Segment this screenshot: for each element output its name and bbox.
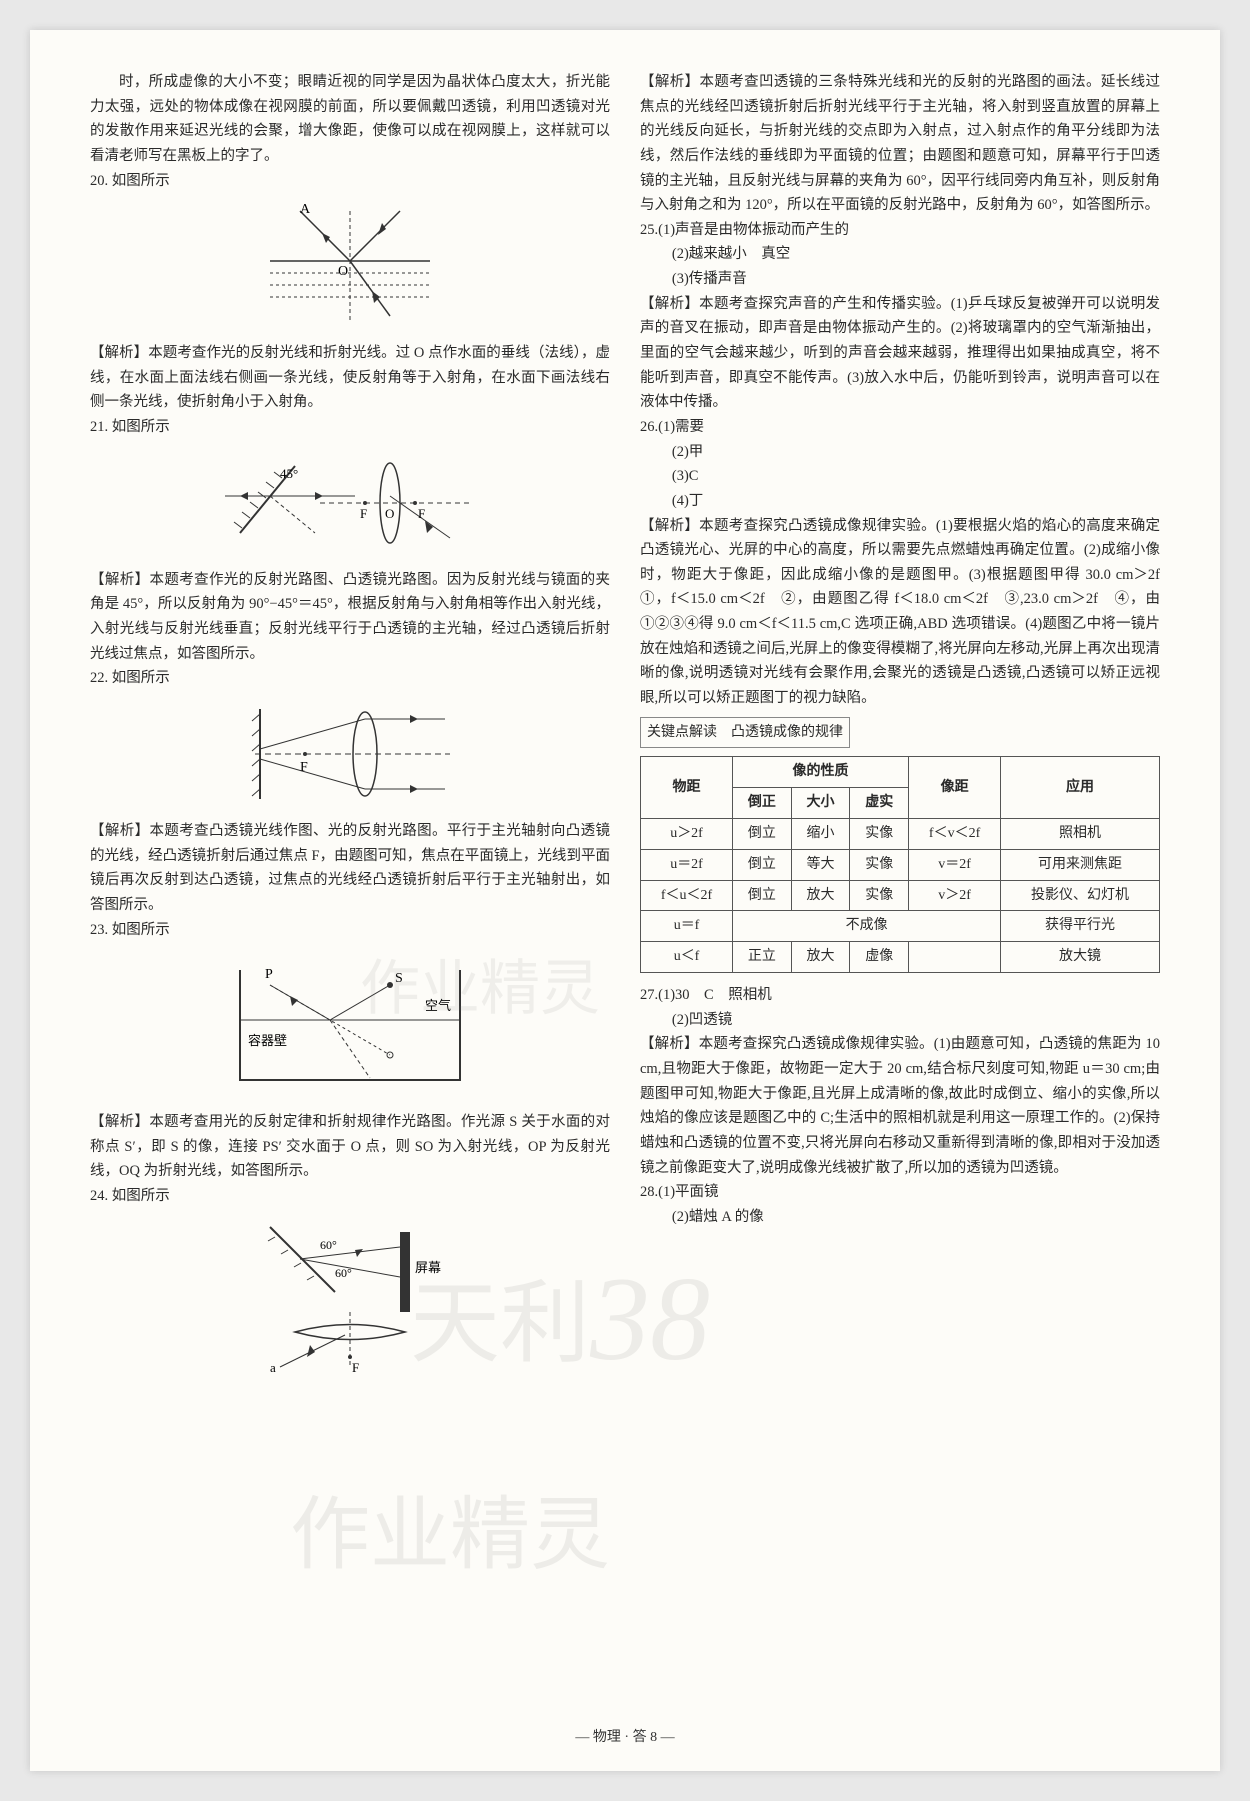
q28-1: 28.(1)平面镜 (640, 1180, 1160, 1205)
a27: 【解析】本题考查探究凸透镜成像规律实验。(1)由题意可知，凸透镜的焦距为 10 … (640, 1032, 1160, 1180)
q26-1: 26.(1)需要 (640, 415, 1160, 440)
q28-2: (2)蜡烛 A 的像 (640, 1205, 1160, 1230)
cell: 倒立 (733, 849, 792, 880)
d24-ang1: 60° (320, 1238, 337, 1252)
cell: 实像 (850, 880, 909, 911)
q23-head: 23. 如图所示 (90, 918, 610, 943)
q25-1: 25.(1)声音是由物体振动而产生的 (640, 218, 1160, 243)
page-footer: — 物理 · 答 8 — (30, 1726, 1220, 1746)
cell: 等大 (791, 849, 850, 880)
d21-F1: F (360, 506, 367, 521)
d21-angle: 45° (280, 466, 298, 481)
d20-O: O (338, 264, 348, 279)
page: 天利 38 作业精灵 作业精灵 时，所成虚像的大小不变；眼睛近视的同学是因为晶状… (30, 30, 1220, 1771)
a23: 【解析】本题考查用光的反射定律和折射规律作光路图。作光源 S 关于水面的对称点 … (90, 1110, 610, 1184)
table-row: u＝f 不成像 获得平行光 (641, 911, 1160, 942)
cell: u＞2f (641, 819, 733, 850)
d23-air: 空气 (425, 998, 451, 1013)
d24-a: a (270, 1360, 276, 1375)
q25-3: (3)传播声音 (640, 267, 1160, 292)
cell: 放大 (791, 942, 850, 973)
diagram-24: 60° 60° 屏幕 a F (90, 1217, 610, 1377)
q26-4: (4)丁 (640, 489, 1160, 514)
cell: 实像 (850, 819, 909, 850)
cell: 放大 (791, 880, 850, 911)
table-row: u＞2f 倒立 缩小 实像 f＜v＜2f 照相机 (641, 819, 1160, 850)
q25-2: (2)越来越小 真空 (640, 242, 1160, 267)
cell: 获得平行光 (1001, 911, 1160, 942)
q19-tail: 时，所成虚像的大小不变；眼睛近视的同学是因为晶状体凸度太大，折光能力太强，远处的… (90, 70, 610, 169)
cell: 可用来测焦距 (1001, 849, 1160, 880)
cell: f＜u＜2f (641, 880, 733, 911)
q22-head: 22. 如图所示 (90, 666, 610, 691)
cell: 正立 (733, 942, 792, 973)
cell: 倒立 (733, 880, 792, 911)
cell: v＝2f (909, 849, 1001, 880)
cell (909, 942, 1001, 973)
d23-S: S (395, 971, 403, 986)
d20-A: A (300, 202, 311, 217)
d21-F2: F (418, 506, 425, 521)
q20-head: 20. 如图所示 (90, 169, 610, 194)
a22: 【解析】本题考查凸透镜光线作图、光的反射光路图。平行于主光轴射向凸透镜的光线，经… (90, 819, 610, 918)
keypoint-box: 关键点解读 凸透镜成像的规律 (640, 717, 850, 749)
a26: 【解析】本题考查探究凸透镜成像规律实验。(1)要根据火焰的焰心的高度来确定凸透镜… (640, 514, 1160, 711)
cell: 照相机 (1001, 819, 1160, 850)
cell: u＝f (641, 911, 733, 942)
a25: 【解析】本题考查探究声音的产生和传播实验。(1)乒乓球反复被弹开可以说明发声的音… (640, 292, 1160, 415)
a21: 【解析】本题考查作光的反射光路图、凸透镜光路图。因为反射光线与镜面的夹角是 45… (90, 568, 610, 667)
diagram-20: A O (90, 201, 610, 331)
cell: 虚像 (850, 942, 909, 973)
q27-2: (2)凹透镜 (640, 1008, 1160, 1033)
table-row: u＜f 正立 放大 虚像 放大镜 (641, 942, 1160, 973)
cell: v＞2f (909, 880, 1001, 911)
lens-rules-table: 物距 像的性质 像距 应用 倒正 大小 虚实 u＞2f 倒立 缩小 实像 f＜v… (640, 756, 1160, 973)
th-app: 应用 (1001, 757, 1160, 819)
d24-screen: 屏幕 (415, 1260, 441, 1275)
q24-head: 24. 如图所示 (90, 1184, 610, 1209)
table-row: f＜u＜2f 倒立 放大 实像 v＞2f 投影仪、幻灯机 (641, 880, 1160, 911)
cell: 缩小 (791, 819, 850, 850)
d23-wall: 容器壁 (248, 1033, 287, 1048)
th-objdist: 物距 (641, 757, 733, 819)
q26-2: (2)甲 (640, 440, 1160, 465)
d24-ang2: 60° (335, 1266, 352, 1280)
table-row: u＝2f 倒立 等大 实像 v＝2f 可用来测焦距 (641, 849, 1160, 880)
q26-3: (3)C (640, 464, 1160, 489)
th-imgdist: 像距 (909, 757, 1001, 819)
diagram-22: F (90, 699, 610, 809)
th-vr: 虚实 (850, 788, 909, 819)
a24: 【解析】本题考查凹透镜的三条特殊光线和光的反射的光路图的画法。延长线过焦点的光线… (640, 70, 1160, 218)
cell: 倒立 (733, 819, 792, 850)
q27-1: 27.(1)30 C 照相机 (640, 983, 1160, 1008)
d22-F: F (300, 760, 308, 775)
cell: f＜v＜2f (909, 819, 1001, 850)
cell: 放大镜 (1001, 942, 1160, 973)
a20: 【解析】本题考查作光的反射光线和折射光线。过 O 点作水面的垂线（法线），虚线，… (90, 341, 610, 415)
q21-head: 21. 如图所示 (90, 415, 610, 440)
th-prop: 像的性质 (733, 757, 909, 788)
left-column: 时，所成虚像的大小不变；眼睛近视的同学是因为晶状体凸度太大，折光能力太强，远处的… (90, 70, 610, 1711)
d21-O: O (385, 506, 394, 521)
th-size: 大小 (791, 788, 850, 819)
cell: u＜f (641, 942, 733, 973)
cell: 投影仪、幻灯机 (1001, 880, 1160, 911)
d24-F: F (352, 1360, 359, 1375)
cell: u＝2f (641, 849, 733, 880)
cell: 不成像 (733, 911, 1001, 942)
diagram-23: P S 容器壁 空气 (90, 950, 610, 1100)
th-inv: 倒正 (733, 788, 792, 819)
cell: 实像 (850, 849, 909, 880)
d23-P: P (265, 967, 273, 982)
right-column: 【解析】本题考查凹透镜的三条特殊光线和光的反射的光路图的画法。延长线过焦点的光线… (640, 70, 1160, 1711)
diagram-21: 45° F O F (90, 448, 610, 558)
